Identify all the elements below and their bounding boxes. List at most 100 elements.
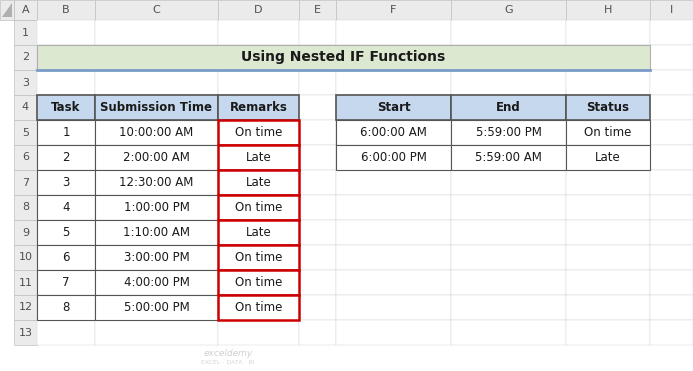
Bar xyxy=(37,95,95,120)
Bar xyxy=(218,145,299,170)
Bar xyxy=(14,45,37,70)
Bar xyxy=(336,0,451,20)
Bar xyxy=(95,20,218,45)
Bar xyxy=(566,95,650,120)
Bar xyxy=(218,120,299,145)
Text: 1:00:00 PM: 1:00:00 PM xyxy=(123,201,189,214)
Text: G: G xyxy=(505,5,513,15)
Bar xyxy=(336,45,451,70)
Bar xyxy=(566,245,650,270)
Text: On time: On time xyxy=(584,126,632,139)
Bar xyxy=(95,95,218,120)
Bar xyxy=(37,270,95,295)
Bar xyxy=(566,0,650,20)
Bar xyxy=(37,170,95,195)
Text: Late: Late xyxy=(245,151,272,164)
Bar xyxy=(650,120,693,145)
Bar xyxy=(14,170,37,195)
Bar xyxy=(218,295,299,320)
Bar xyxy=(14,295,37,320)
Text: Task: Task xyxy=(51,101,80,114)
Bar xyxy=(566,145,650,170)
Text: 2: 2 xyxy=(22,53,29,62)
Text: 5: 5 xyxy=(22,128,29,138)
Bar xyxy=(218,245,299,270)
Text: EXCEL · DATA · BI: EXCEL · DATA · BI xyxy=(201,361,255,365)
Bar xyxy=(451,295,566,320)
Bar xyxy=(95,45,218,70)
Bar xyxy=(336,170,451,195)
Bar xyxy=(218,0,299,20)
Bar xyxy=(218,95,299,120)
Bar xyxy=(218,170,299,195)
Bar xyxy=(218,270,299,295)
Bar xyxy=(95,95,218,120)
Text: 7: 7 xyxy=(62,276,70,289)
Bar xyxy=(336,270,451,295)
Text: Status: Status xyxy=(586,101,629,114)
Bar xyxy=(37,0,95,20)
Text: Start: Start xyxy=(377,101,410,114)
Text: 2:00:00 AM: 2:00:00 AM xyxy=(123,151,190,164)
Bar xyxy=(37,95,95,120)
Text: 2: 2 xyxy=(62,151,70,164)
Text: D: D xyxy=(254,5,263,15)
Bar xyxy=(0,0,14,20)
Bar xyxy=(95,270,218,295)
Bar xyxy=(37,45,650,70)
Text: 12:30:00 AM: 12:30:00 AM xyxy=(119,176,193,189)
Text: 6: 6 xyxy=(62,251,70,264)
Bar xyxy=(650,270,693,295)
Bar xyxy=(37,245,95,270)
Bar xyxy=(218,20,299,45)
Bar xyxy=(650,95,693,120)
Bar xyxy=(37,320,95,345)
Text: 8: 8 xyxy=(62,301,70,314)
Text: 11: 11 xyxy=(19,278,33,288)
Text: 1:10:00 AM: 1:10:00 AM xyxy=(123,226,190,239)
Bar xyxy=(14,95,37,120)
Bar xyxy=(566,120,650,145)
Bar xyxy=(299,245,336,270)
Bar xyxy=(566,220,650,245)
Bar xyxy=(37,220,95,245)
Bar xyxy=(95,145,218,170)
Bar xyxy=(299,320,336,345)
Bar xyxy=(95,170,218,195)
Text: A: A xyxy=(21,5,29,15)
Bar xyxy=(451,270,566,295)
Bar xyxy=(336,320,451,345)
Bar xyxy=(451,95,566,120)
Bar xyxy=(650,45,693,70)
Bar xyxy=(95,170,218,195)
Bar xyxy=(299,0,336,20)
Bar xyxy=(37,145,95,170)
Bar xyxy=(299,195,336,220)
Text: 6: 6 xyxy=(22,152,29,162)
Bar xyxy=(95,320,218,345)
Bar xyxy=(336,70,451,95)
Bar xyxy=(14,70,37,95)
Bar xyxy=(451,320,566,345)
Bar xyxy=(566,70,650,95)
Bar xyxy=(451,120,566,145)
Text: 13: 13 xyxy=(19,328,33,338)
Bar xyxy=(566,170,650,195)
Bar xyxy=(95,0,218,20)
Bar xyxy=(37,70,95,95)
Bar xyxy=(299,120,336,145)
Bar xyxy=(336,20,451,45)
Bar xyxy=(95,295,218,320)
Bar xyxy=(95,120,218,145)
Bar xyxy=(14,145,37,170)
Bar xyxy=(218,70,299,95)
Bar xyxy=(566,270,650,295)
Text: exceldemy: exceldemy xyxy=(203,348,253,358)
Bar xyxy=(218,295,299,320)
Text: Using Nested IF Functions: Using Nested IF Functions xyxy=(241,50,446,65)
Bar xyxy=(336,220,451,245)
Text: 6:00:00 PM: 6:00:00 PM xyxy=(360,151,426,164)
Bar xyxy=(451,95,566,120)
Text: 12: 12 xyxy=(19,302,33,312)
Bar xyxy=(650,20,693,45)
